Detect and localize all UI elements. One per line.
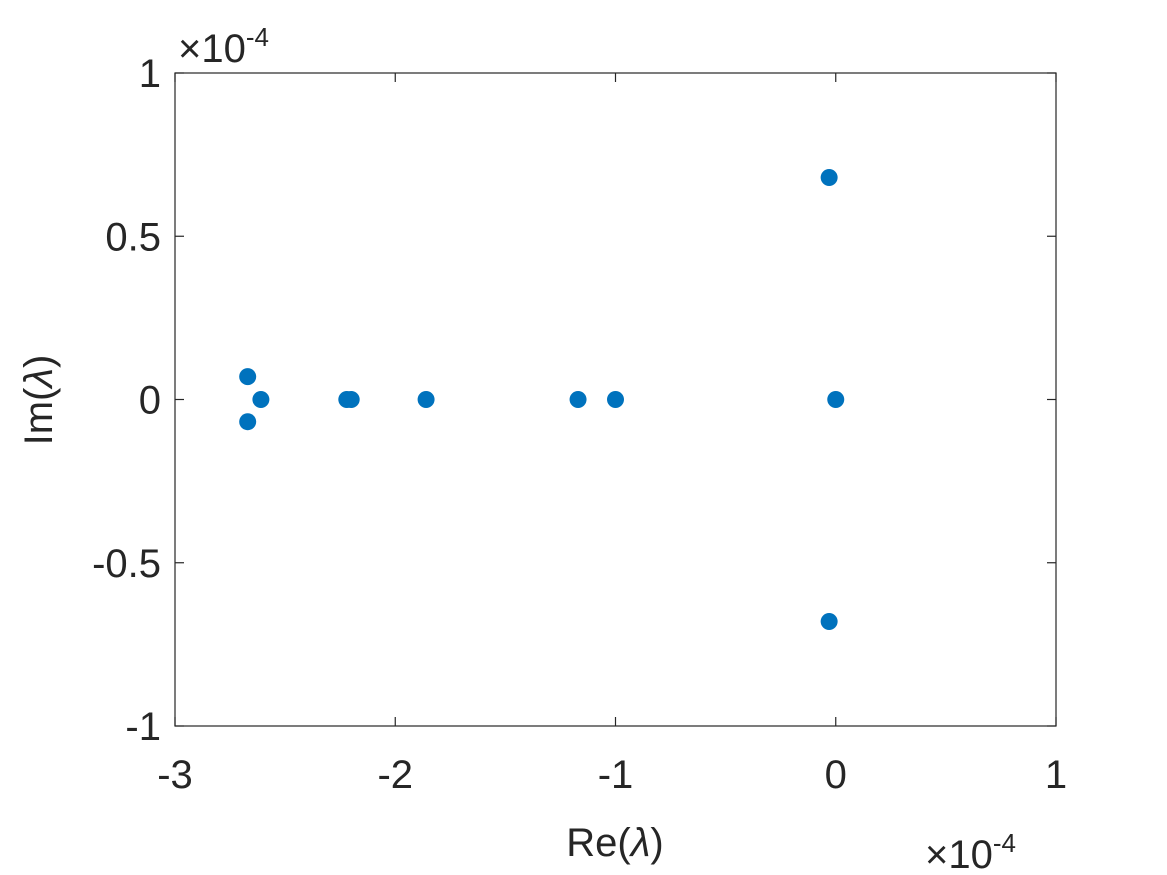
y-axis-label: Im(λ) [17, 355, 61, 446]
y-multiplier-exponent: -4 [246, 22, 269, 52]
y-axis-label-suffix: ) [17, 355, 61, 368]
x-multiplier-label: ×10-4 [925, 828, 1016, 875]
data-point [607, 391, 624, 408]
x-axis-label-prefix: Re( [566, 821, 631, 865]
x-tick-label: -2 [377, 753, 413, 797]
x-tick-label: -3 [157, 753, 193, 797]
axis-ticks [174, 72, 1057, 727]
x-tick-label: 0 [825, 753, 847, 797]
x-tick-labels: -3 -2 -1 0 1 [157, 753, 1067, 797]
x-axis-label-suffix: ) [650, 821, 663, 865]
data-point [820, 613, 838, 631]
y-tick-label: 0 [139, 379, 161, 423]
x-multiplier-exponent: -4 [993, 828, 1016, 858]
data-point [827, 391, 845, 408]
data-point [252, 391, 270, 408]
data-points [239, 168, 845, 631]
y-axis-label-symbol: λ [17, 368, 61, 390]
x-multiplier-base: ×10 [925, 833, 993, 875]
data-point [569, 391, 587, 408]
data-point [239, 368, 257, 386]
y-multiplier-base: ×10 [178, 27, 246, 71]
y-multiplier-label: ×10-4 [178, 22, 269, 71]
x-axis-label-symbol: λ [629, 821, 651, 865]
x-tick-label: -1 [598, 753, 634, 797]
y-tick-labels: -1 -0.5 0 0.5 1 [92, 52, 161, 749]
y-tick-label: -0.5 [92, 542, 161, 586]
y-tick-label: -1 [125, 705, 161, 749]
data-point [342, 391, 360, 408]
data-point [417, 391, 435, 408]
data-point [820, 168, 838, 186]
y-axis-label-prefix: Im( [17, 387, 61, 445]
x-axis-label: Re(λ) [566, 821, 663, 865]
data-point [239, 413, 257, 431]
y-tick-label: 1 [139, 52, 161, 96]
x-tick-label: 1 [1045, 753, 1067, 797]
y-tick-label: 0.5 [105, 215, 161, 259]
